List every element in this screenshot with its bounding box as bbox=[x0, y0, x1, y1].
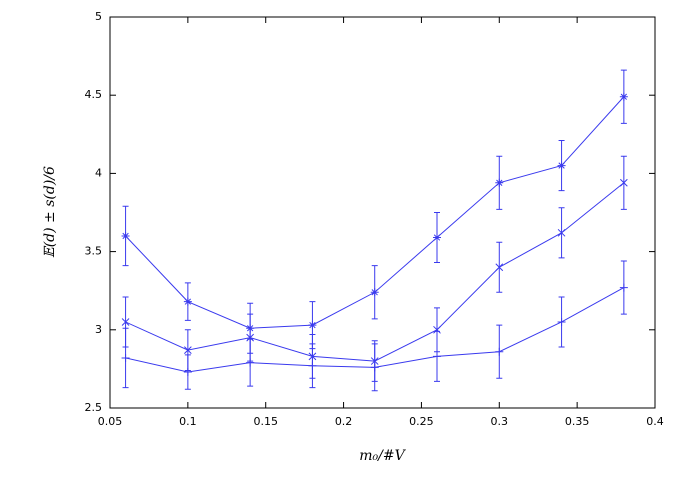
data-point bbox=[620, 178, 628, 187]
y-tick-label: 4.5 bbox=[85, 88, 103, 101]
marker-stroke bbox=[495, 263, 504, 272]
data-point bbox=[246, 333, 254, 342]
data-point bbox=[495, 263, 504, 272]
data-point bbox=[183, 297, 192, 306]
data-point bbox=[557, 228, 566, 237]
data-point bbox=[308, 361, 317, 370]
marker-stroke bbox=[620, 178, 628, 187]
data-point bbox=[183, 368, 192, 377]
x-tick-label: 0.4 bbox=[646, 415, 664, 428]
marker-stroke bbox=[121, 231, 130, 240]
data-point bbox=[557, 161, 566, 170]
x-tick-label: 0.35 bbox=[565, 415, 590, 428]
x-tick-label: 0.05 bbox=[98, 415, 123, 428]
marker-stroke bbox=[433, 233, 441, 242]
data-point bbox=[121, 353, 130, 362]
data-point bbox=[370, 288, 379, 297]
marker-stroke bbox=[246, 358, 255, 367]
data-point bbox=[308, 321, 317, 330]
marker-stroke bbox=[183, 368, 192, 377]
y-tick-label: 2.5 bbox=[85, 401, 103, 414]
marker-stroke bbox=[308, 321, 317, 330]
data-point bbox=[433, 352, 441, 361]
x-tick-label: 0.15 bbox=[253, 415, 278, 428]
marker-stroke bbox=[557, 228, 566, 237]
x-tick-label: 0.3 bbox=[491, 415, 509, 428]
marker-stroke bbox=[557, 317, 566, 326]
marker-stroke bbox=[184, 346, 192, 354]
data-point bbox=[557, 317, 566, 326]
data-point bbox=[619, 283, 628, 292]
marker-stroke bbox=[433, 325, 441, 334]
data-point bbox=[619, 92, 628, 101]
marker-stroke bbox=[308, 361, 317, 370]
x-tick-label: 0.25 bbox=[409, 415, 434, 428]
y-tick-label: 5 bbox=[95, 10, 102, 23]
data-point bbox=[495, 347, 504, 356]
data-point bbox=[246, 358, 255, 367]
marker-stroke bbox=[557, 161, 566, 170]
y-tick-label: 3 bbox=[95, 323, 102, 336]
x-tick-label: 0.2 bbox=[335, 415, 353, 428]
y-tick-label: 4 bbox=[95, 166, 102, 179]
y-axis-label: 𝔼(d) ± s(d)/6 bbox=[42, 166, 58, 258]
x-tick-label: 0.1 bbox=[179, 415, 197, 428]
data-point bbox=[433, 233, 441, 242]
marker-stroke bbox=[370, 363, 379, 372]
marker-stroke bbox=[370, 288, 379, 297]
plot-frame bbox=[109, 16, 656, 409]
data-point bbox=[121, 231, 130, 240]
y-tick-label: 3.5 bbox=[85, 245, 103, 258]
marker-stroke bbox=[619, 283, 628, 292]
data-point bbox=[433, 325, 441, 334]
data-point bbox=[184, 346, 192, 354]
marker-stroke bbox=[495, 178, 504, 187]
marker-stroke bbox=[619, 92, 628, 101]
marker-stroke bbox=[495, 347, 504, 356]
data-point bbox=[121, 318, 130, 326]
marker-stroke bbox=[121, 318, 130, 326]
marker-stroke bbox=[183, 297, 192, 306]
marker-stroke bbox=[433, 352, 441, 361]
data-point bbox=[370, 363, 379, 372]
data-point bbox=[495, 178, 504, 187]
marker-stroke bbox=[246, 333, 254, 342]
x-axis-label: m₀/#V bbox=[359, 448, 406, 464]
marker-stroke bbox=[121, 353, 130, 362]
